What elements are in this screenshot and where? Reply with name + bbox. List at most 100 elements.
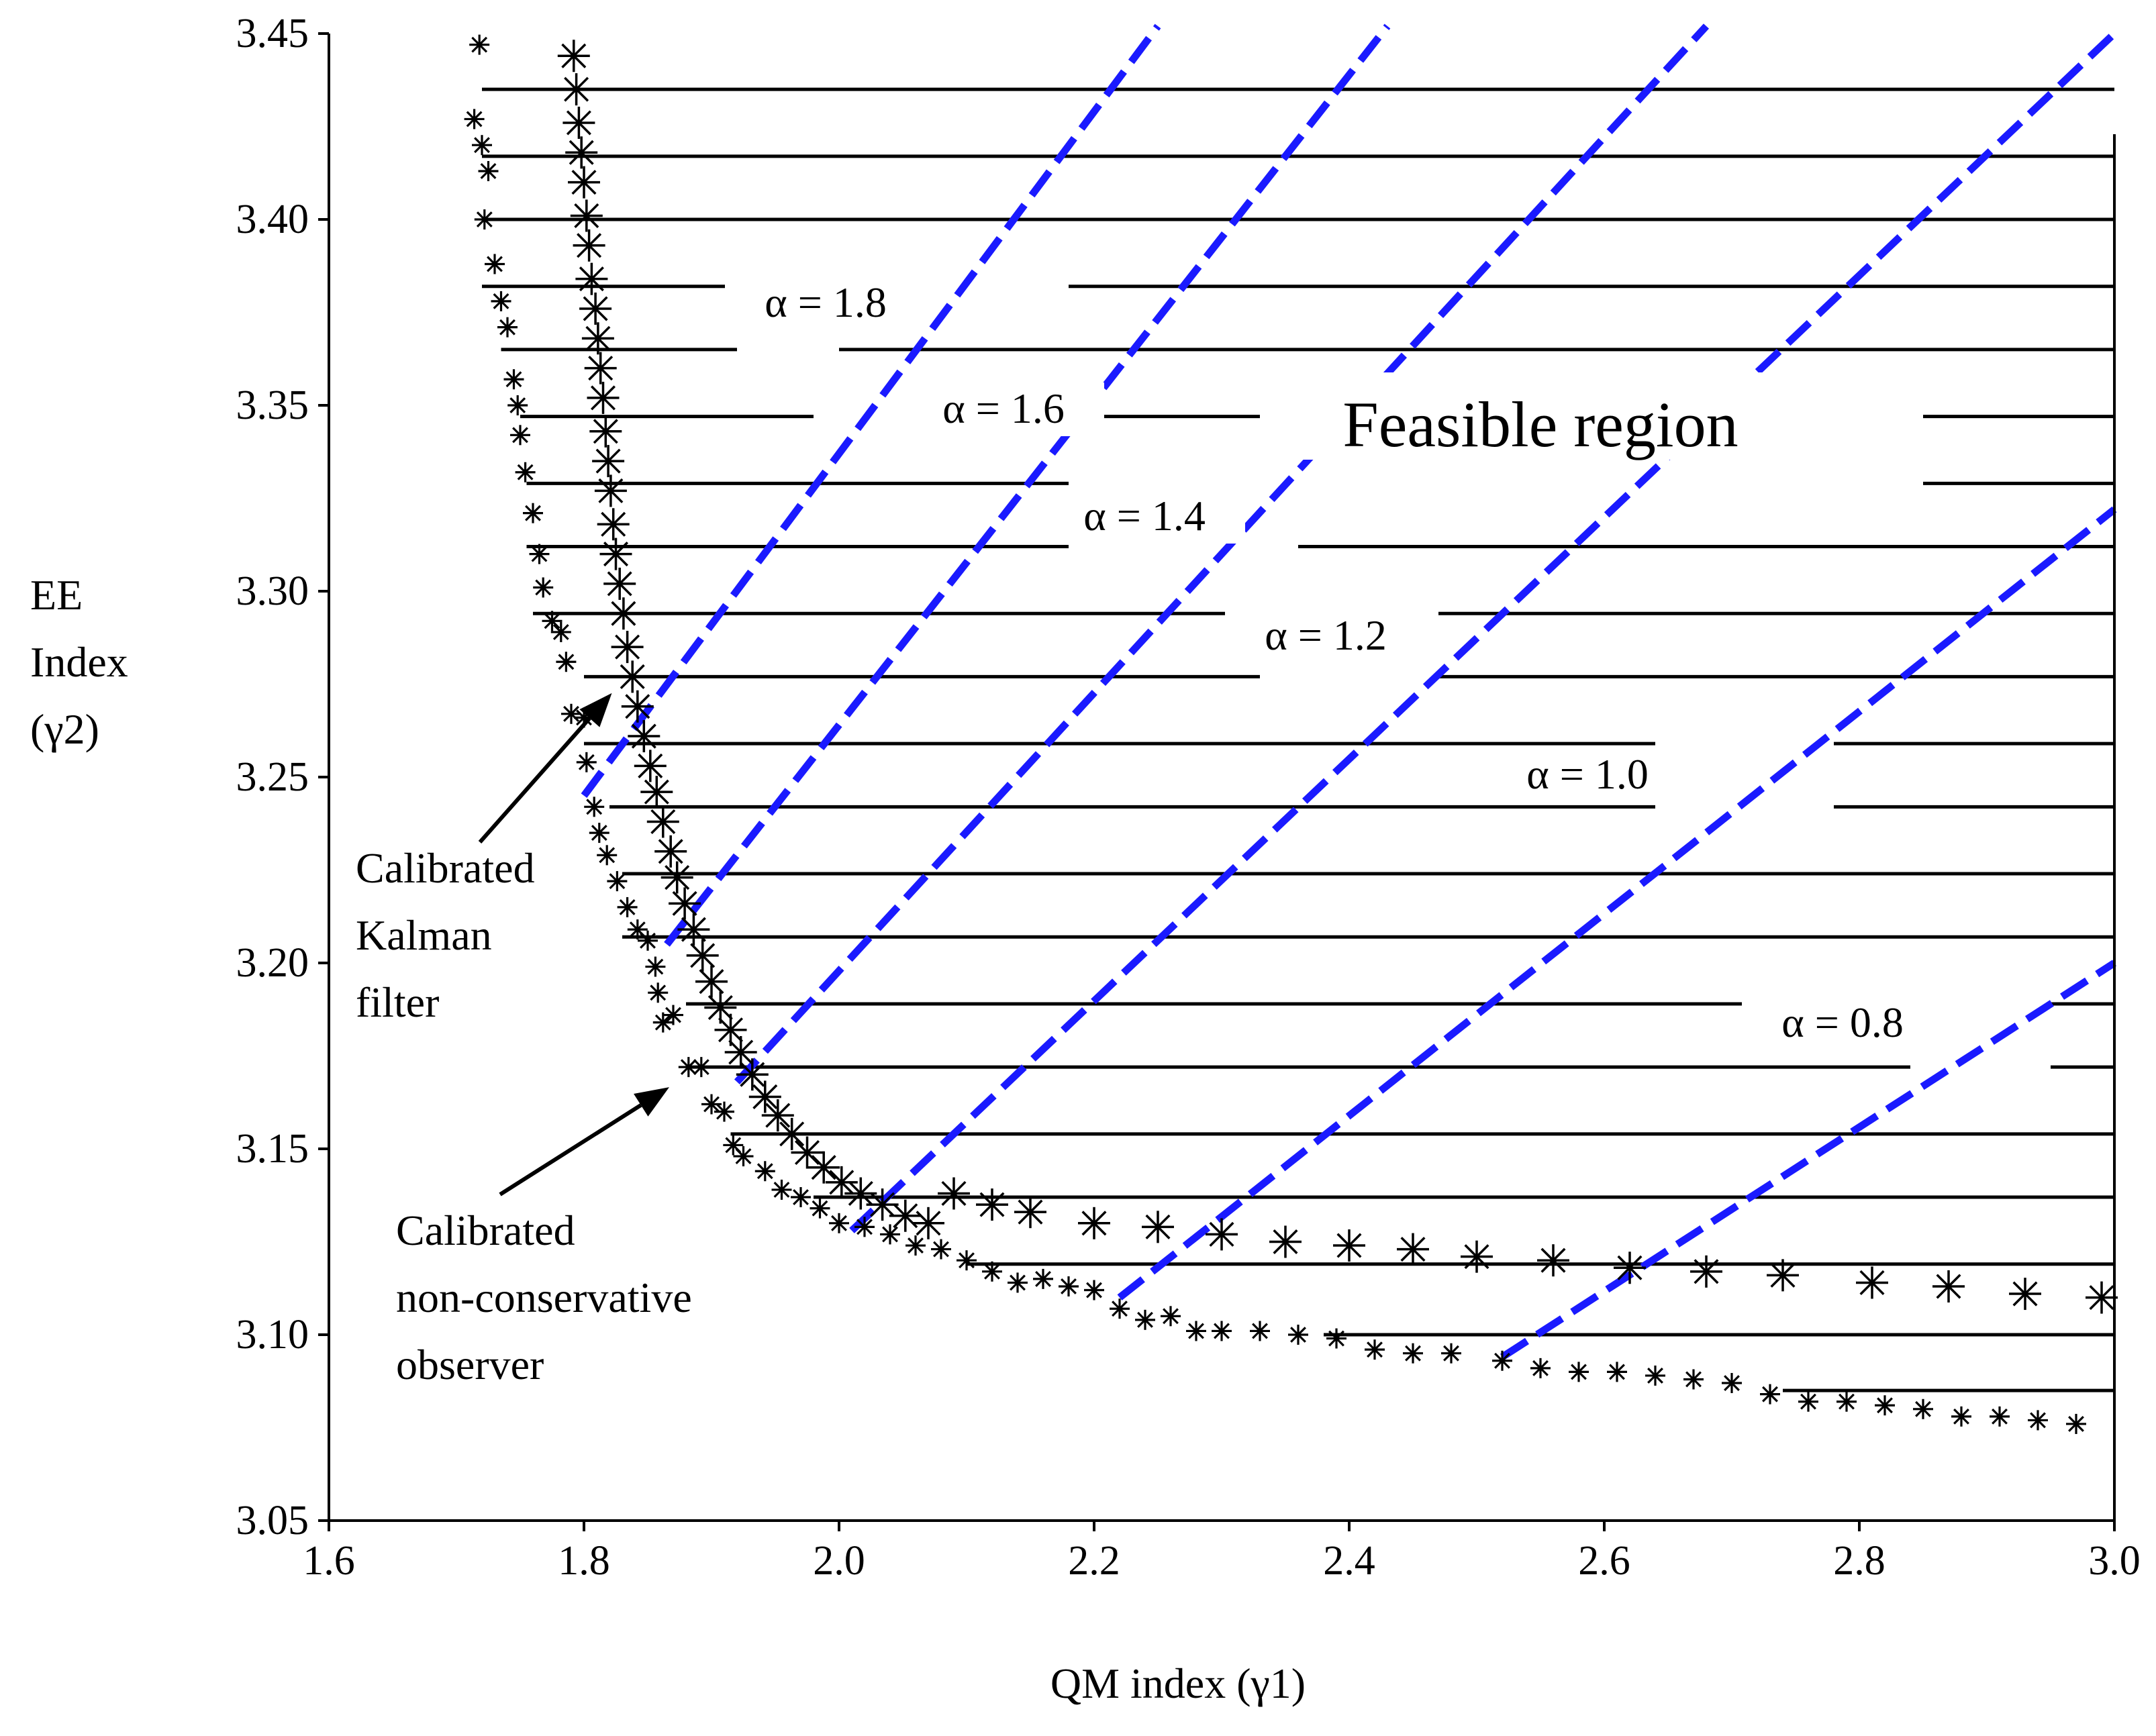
kalman-point <box>1206 1218 1238 1251</box>
annotation-arrowhead <box>579 693 612 727</box>
annotation-arrow <box>478 717 591 844</box>
kalman-point <box>724 1035 757 1068</box>
kalman-point <box>1333 1229 1365 1262</box>
y-axis-title: EE <box>30 571 83 619</box>
kalman-point <box>1932 1270 1965 1303</box>
kalman-point <box>807 1151 840 1184</box>
kalman-point <box>579 292 612 325</box>
kalman-point <box>565 136 598 169</box>
data-points <box>464 34 2118 1434</box>
kalman-point <box>695 965 728 998</box>
kalman-point <box>599 538 632 570</box>
alpha-label-background <box>1044 490 1245 544</box>
kalman-point <box>560 73 593 106</box>
observer-point <box>810 1198 830 1219</box>
annotation: Calibrated Kalman filter <box>356 693 612 1026</box>
annotation-line: Kalman <box>356 911 492 959</box>
observer-point <box>905 1235 926 1256</box>
observer-point <box>733 1146 754 1167</box>
observer-point <box>791 1187 811 1208</box>
kalman-point <box>889 1199 922 1232</box>
annotation-line: Calibrated <box>396 1207 575 1254</box>
alpha-label: α = 1.8 <box>765 278 887 326</box>
kalman-point <box>1078 1207 1110 1239</box>
y-tick-label: 3.15 <box>236 1126 309 1172</box>
kalman-point <box>791 1136 824 1169</box>
x-tick-label: 1.8 <box>558 1538 610 1584</box>
y-tick-label: 3.10 <box>236 1312 309 1358</box>
kalman-point <box>825 1166 858 1198</box>
kalman-point <box>621 690 654 723</box>
observer-point <box>1607 1362 1627 1382</box>
observer-point <box>1212 1321 1232 1341</box>
alpha-label-background <box>1487 748 1688 802</box>
alpha-line <box>664 23 1391 947</box>
alpha-label-background <box>1742 997 1943 1050</box>
kalman-point <box>736 1058 769 1091</box>
x-tick-label: 2.8 <box>1833 1538 1885 1584</box>
annotation-arrow <box>499 1103 642 1196</box>
observer-point <box>503 369 524 390</box>
kalman-point <box>1142 1211 1174 1243</box>
observer-point <box>474 209 495 229</box>
x-tick-label: 2.4 <box>1323 1538 1375 1584</box>
observer-point <box>854 1217 875 1237</box>
observer-point <box>1288 1325 1308 1345</box>
y-axis-title: Index <box>30 638 128 686</box>
kalman-point <box>660 861 693 894</box>
kalman-point <box>2009 1278 2041 1311</box>
observer-point <box>771 1179 792 1200</box>
alpha-label-background <box>725 276 926 330</box>
observer-point <box>556 652 577 672</box>
kalman-point <box>603 567 636 600</box>
alpha-label: α = 0.8 <box>1781 999 1904 1046</box>
annotation-line: Calibrated <box>356 844 535 892</box>
observer-point <box>957 1250 977 1271</box>
x-tick-label: 3.0 <box>2088 1538 2141 1584</box>
observer-point <box>1875 1395 1895 1416</box>
kalman-point <box>616 660 649 693</box>
observer-point <box>485 254 505 274</box>
observer-point <box>523 503 543 523</box>
kalman-point <box>597 508 630 541</box>
observer-point <box>829 1213 849 1233</box>
kalman-point <box>592 445 625 478</box>
kalman-point <box>912 1207 944 1239</box>
y-tick-label: 3.35 <box>236 382 309 428</box>
kalman-point <box>669 887 701 920</box>
alpha-line <box>849 31 2117 1233</box>
observer-point <box>1530 1358 1551 1378</box>
kalman-point <box>587 381 620 414</box>
kalman-point <box>677 913 710 946</box>
observer-point <box>1084 1280 1104 1300</box>
kalman-point <box>584 352 617 385</box>
observer-point <box>880 1224 900 1245</box>
observer-point <box>1250 1321 1270 1341</box>
observer-point <box>1110 1298 1130 1319</box>
alpha-label-background <box>903 382 1104 436</box>
annotation: Calibrated non-conservative observer <box>396 1087 692 1388</box>
x-tick-label: 2.2 <box>1068 1538 1120 1584</box>
observer-point <box>754 1161 775 1182</box>
observer-point <box>1441 1343 1461 1364</box>
observer-point <box>1059 1276 1079 1296</box>
y-tick-label: 3.30 <box>236 568 309 614</box>
observer-point <box>1990 1406 2010 1427</box>
observer-point <box>491 291 511 311</box>
axes <box>318 32 2116 1531</box>
chart-text: 1.6 1.8 2.0 2.2 2.4 2.6 2.8 3.0 3.05 3.10 3.15 3.20… <box>30 11 2141 1707</box>
x-tick-label: 2.6 <box>1578 1538 1630 1584</box>
kalman-point <box>1269 1225 1302 1258</box>
observer-point <box>1722 1373 1742 1394</box>
observer-point <box>1569 1362 1589 1382</box>
feasible-region-hatching <box>482 87 2114 1392</box>
observer-point <box>550 621 571 642</box>
observer-point <box>1913 1398 1933 1419</box>
observer-point <box>464 109 485 130</box>
observer-point <box>561 703 581 724</box>
observer-point <box>648 982 669 1003</box>
observer-point <box>645 956 666 977</box>
annotation-line: non-conservative <box>396 1274 692 1321</box>
alpha-line <box>581 23 1161 798</box>
alpha-line <box>1500 960 2116 1360</box>
